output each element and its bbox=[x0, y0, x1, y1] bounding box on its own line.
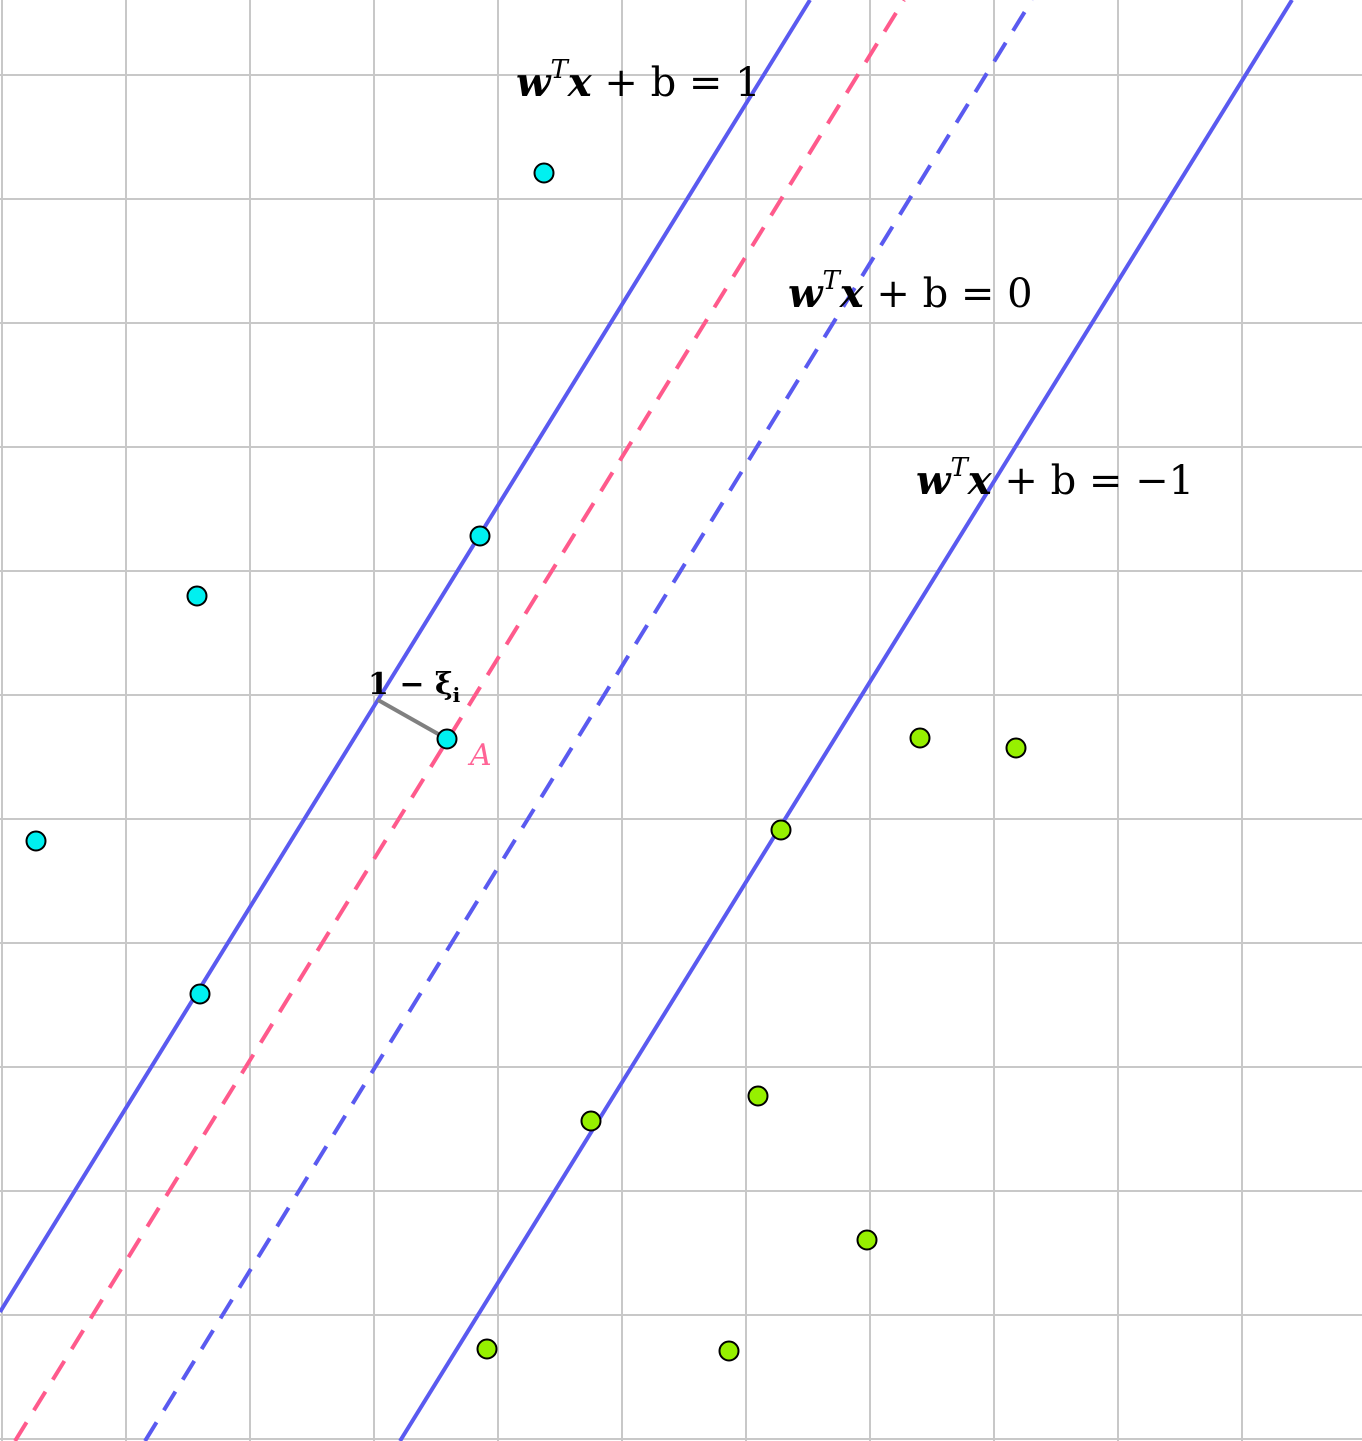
negative-class-points bbox=[476, 727, 1027, 1362]
data-point bbox=[469, 525, 491, 547]
margin-line-negative bbox=[398, 0, 1294, 1441]
data-point bbox=[189, 983, 211, 1005]
data-point bbox=[909, 727, 931, 749]
positive-class-points bbox=[25, 162, 555, 1005]
data-point bbox=[718, 1340, 740, 1362]
data-point bbox=[533, 162, 555, 184]
data-point bbox=[770, 819, 792, 841]
data-point bbox=[856, 1229, 878, 1251]
data-point bbox=[476, 1338, 498, 1360]
true-decision-boundary bbox=[13, 0, 906, 1441]
margin-line-positive bbox=[0, 0, 812, 1314]
data-point bbox=[747, 1085, 769, 1107]
label-slack: 1 − ξi bbox=[368, 667, 461, 707]
data-point bbox=[1005, 737, 1027, 759]
slack-segment bbox=[377, 698, 448, 741]
decision-boundary bbox=[143, 0, 1034, 1441]
data-point bbox=[580, 1110, 602, 1132]
data-point bbox=[186, 585, 208, 607]
data-point bbox=[436, 728, 458, 750]
label-plane-zero: wTx + b = 0 bbox=[788, 266, 1033, 317]
label-plane-positive: wTx + b = 1 bbox=[516, 55, 761, 106]
label-point-a: A bbox=[467, 738, 492, 773]
label-plane-negative: wTx + b = −1 bbox=[916, 453, 1194, 504]
data-point bbox=[25, 830, 47, 852]
